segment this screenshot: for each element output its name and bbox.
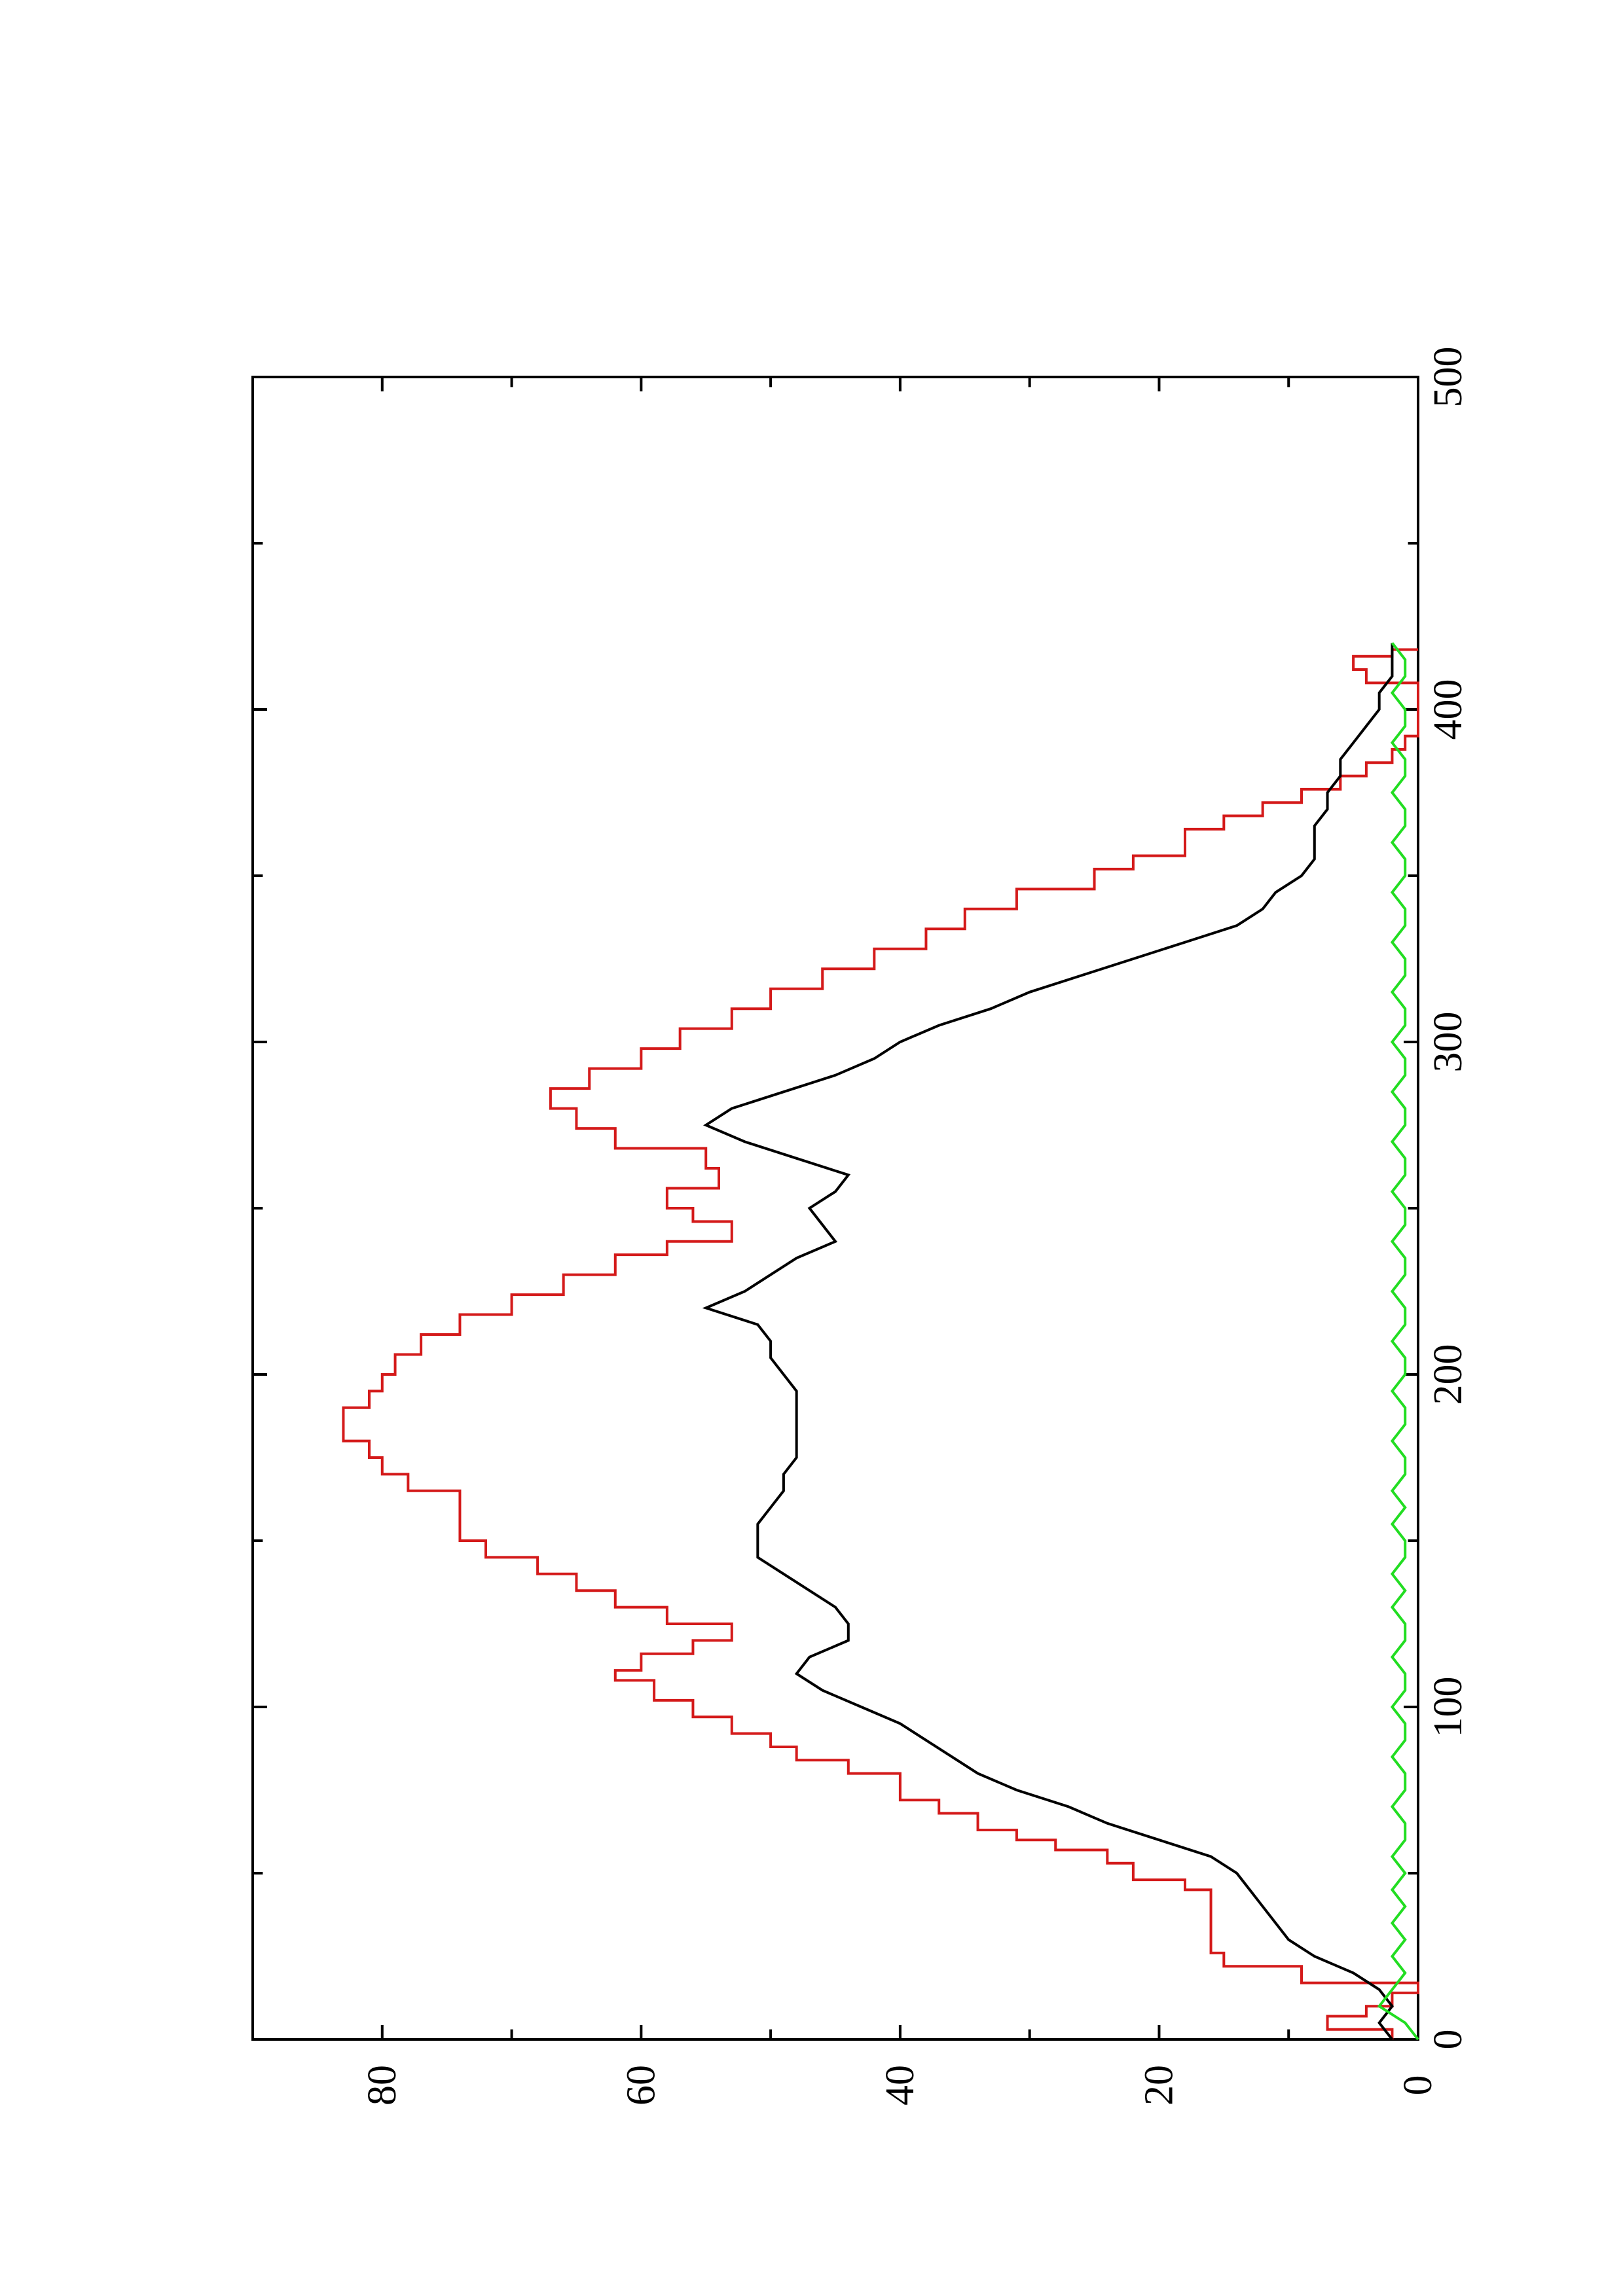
plot-frame — [251, 376, 1419, 2041]
x-tick-label: 200 — [1426, 1344, 1470, 1405]
tick-marks — [251, 376, 1419, 2041]
y-tick-label: 80 — [360, 2065, 405, 2106]
series-lines — [342, 642, 1419, 2041]
series-1-line — [342, 648, 1419, 2039]
y-tick-label: 40 — [878, 2065, 922, 2106]
x-tick-label: 500 — [1426, 347, 1470, 408]
x-tick-label: 100 — [1426, 1677, 1470, 1738]
tick-labels: 0 100 200 300 400 500 0 20 40 60 80 — [360, 347, 1470, 2106]
y-tick-label: 60 — [619, 2065, 663, 2106]
x-tick-label: 0 — [1426, 2030, 1470, 2050]
x-tick-label: 300 — [1426, 1012, 1470, 1073]
y-tick-label: 0 — [1396, 2075, 1440, 2096]
series-2-line — [702, 643, 1394, 2041]
x-tick-label: 400 — [1426, 679, 1470, 740]
series-3-line — [1377, 642, 1419, 2041]
y-tick-label: 20 — [1137, 2065, 1181, 2106]
